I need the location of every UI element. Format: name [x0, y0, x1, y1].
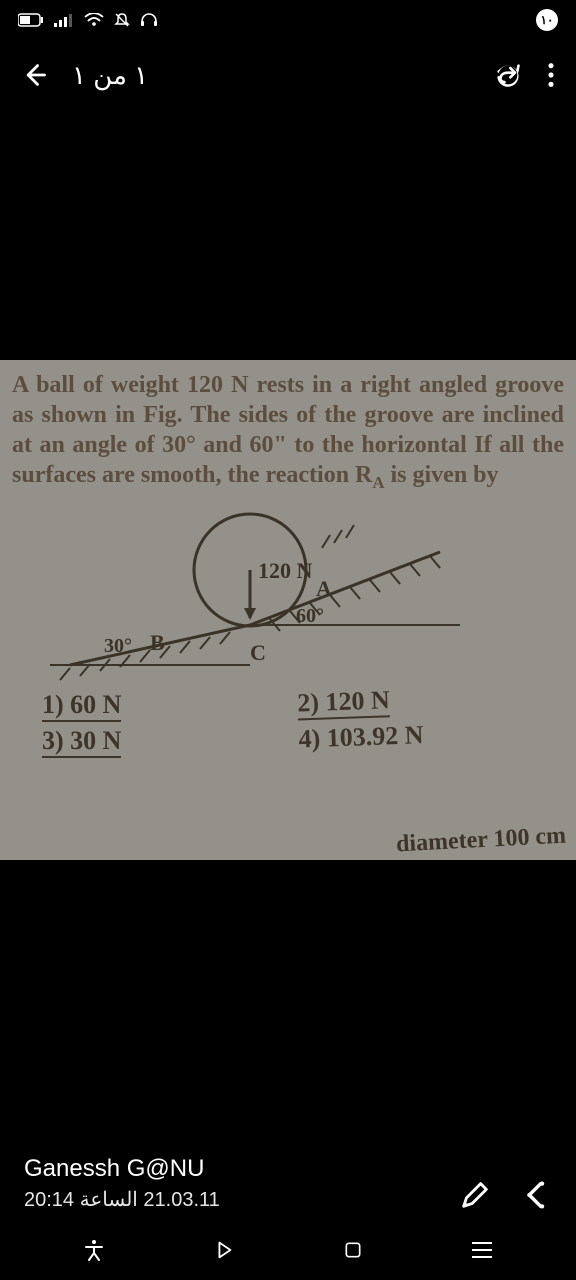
accessibility-icon[interactable] — [82, 1238, 106, 1262]
signal-icon — [54, 13, 74, 27]
answer-options: 1) 60 N 3) 30 N 2) 120 N 4) 103.92 N — [0, 690, 576, 758]
notification-badge: ١٠ — [536, 9, 558, 31]
option-4: 4) 103.92 N — [298, 715, 555, 754]
app-bar: ١ من ١ — [0, 40, 576, 110]
question-text: A ball of weight 120 N rests in a right … — [0, 360, 576, 500]
more-icon[interactable] — [546, 61, 556, 89]
weight-label: 120 N — [258, 558, 313, 583]
nav-home-icon[interactable] — [343, 1240, 363, 1260]
page-counter: ١ من ١ — [72, 60, 148, 91]
label-b: B — [150, 630, 165, 655]
wifi-icon — [84, 13, 104, 27]
status-bar: ١٠ — [0, 0, 576, 40]
option-3: 3) 30 N — [42, 726, 298, 758]
extra-text: diameter 100 cm — [395, 823, 566, 859]
author-name: Ganessh G@NU — [24, 1155, 220, 1183]
status-right: ١٠ — [536, 9, 558, 31]
nav-back-icon[interactable] — [213, 1239, 235, 1261]
timestamp: 21.03.11 الساعة 20:14 — [24, 1187, 220, 1212]
status-left — [18, 12, 158, 28]
edit-icon[interactable] — [458, 1178, 492, 1212]
redo-arrow-icon[interactable] — [494, 61, 522, 89]
share-icon[interactable] — [518, 1178, 552, 1212]
nav-recent-icon[interactable] — [470, 1240, 494, 1260]
angle-a: 60° — [296, 605, 324, 627]
angle-b: 30° — [104, 635, 132, 657]
diagram: 120 N A B C 30° 60° — [0, 500, 576, 690]
label-c: C — [250, 640, 266, 665]
label-a: A — [316, 576, 332, 601]
bell-off-icon — [114, 12, 130, 28]
system-nav — [0, 1220, 576, 1280]
footer: Ganessh G@NU 21.03.11 الساعة 20:14 — [0, 1155, 576, 1280]
image-viewer[interactable]: A ball of weight 120 N rests in a right … — [0, 360, 576, 860]
battery-icon — [18, 13, 44, 27]
back-icon[interactable] — [20, 61, 48, 89]
headset-icon — [140, 12, 158, 28]
option-1: 1) 60 N — [42, 690, 298, 722]
